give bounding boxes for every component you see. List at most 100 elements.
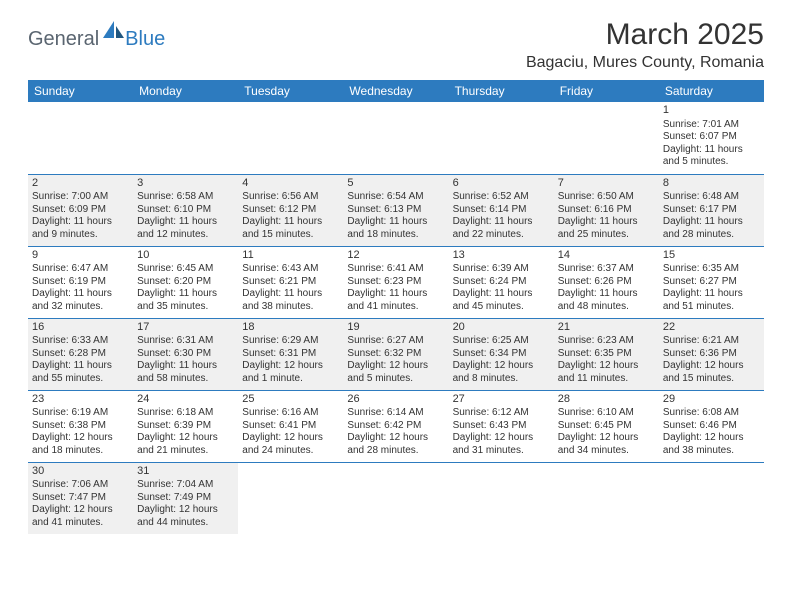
calendar-day-cell: 23Sunrise: 6:19 AMSunset: 6:38 PMDayligh… (28, 390, 133, 462)
calendar-day-cell: 11Sunrise: 6:43 AMSunset: 6:21 PMDayligh… (238, 246, 343, 318)
day-number: 12 (347, 249, 444, 263)
sunrise-line: Sunrise: 6:47 AM (32, 263, 129, 276)
sunrise-line: Sunrise: 7:06 AM (32, 479, 129, 492)
sunrise-line: Sunrise: 6:18 AM (137, 407, 234, 420)
calendar-day-cell: 28Sunrise: 6:10 AMSunset: 6:45 PMDayligh… (554, 390, 659, 462)
calendar-day-cell: 19Sunrise: 6:27 AMSunset: 6:32 PMDayligh… (343, 318, 448, 390)
calendar-day-cell: 9Sunrise: 6:47 AMSunset: 6:19 PMDaylight… (28, 246, 133, 318)
day-number: 11 (242, 249, 339, 263)
sunrise-line: Sunrise: 6:56 AM (242, 191, 339, 204)
day-number: 28 (558, 393, 655, 407)
calendar-day-cell (449, 102, 554, 174)
daylight-line: Daylight: 12 hours and 18 minutes. (32, 432, 129, 457)
title-block: March 2025 Bagaciu, Mures County, Romani… (526, 18, 764, 72)
sunrise-line: Sunrise: 6:43 AM (242, 263, 339, 276)
calendar-day-cell: 22Sunrise: 6:21 AMSunset: 6:36 PMDayligh… (659, 318, 764, 390)
sunrise-line: Sunrise: 6:52 AM (453, 191, 550, 204)
day-number: 27 (453, 393, 550, 407)
sunset-line: Sunset: 6:27 PM (663, 276, 760, 289)
sunset-line: Sunset: 7:49 PM (137, 492, 234, 505)
sunset-line: Sunset: 6:16 PM (558, 204, 655, 217)
weekday-header-row: Sunday Monday Tuesday Wednesday Thursday… (28, 80, 764, 102)
daylight-line: Daylight: 12 hours and 41 minutes. (32, 504, 129, 529)
sunrise-line: Sunrise: 7:04 AM (137, 479, 234, 492)
calendar-day-cell: 13Sunrise: 6:39 AMSunset: 6:24 PMDayligh… (449, 246, 554, 318)
calendar-day-cell: 21Sunrise: 6:23 AMSunset: 6:35 PMDayligh… (554, 318, 659, 390)
calendar-week-row: 16Sunrise: 6:33 AMSunset: 6:28 PMDayligh… (28, 318, 764, 390)
calendar-week-row: 30Sunrise: 7:06 AMSunset: 7:47 PMDayligh… (28, 462, 764, 534)
sunset-line: Sunset: 6:32 PM (347, 348, 444, 361)
daylight-line: Daylight: 12 hours and 38 minutes. (663, 432, 760, 457)
calendar-day-cell: 4Sunrise: 6:56 AMSunset: 6:12 PMDaylight… (238, 174, 343, 246)
header: General Blue March 2025 Bagaciu, Mures C… (28, 18, 764, 72)
sunset-line: Sunset: 6:21 PM (242, 276, 339, 289)
day-number: 17 (137, 321, 234, 335)
page-title: March 2025 (526, 18, 764, 52)
sunrise-line: Sunrise: 6:35 AM (663, 263, 760, 276)
calendar-day-cell (238, 462, 343, 534)
sunrise-line: Sunrise: 6:45 AM (137, 263, 234, 276)
day-number: 25 (242, 393, 339, 407)
day-number: 22 (663, 321, 760, 335)
day-number: 3 (137, 177, 234, 191)
calendar-day-cell: 14Sunrise: 6:37 AMSunset: 6:26 PMDayligh… (554, 246, 659, 318)
day-number: 30 (32, 465, 129, 479)
day-number: 2 (32, 177, 129, 191)
day-number: 23 (32, 393, 129, 407)
day-number: 18 (242, 321, 339, 335)
calendar-day-cell (659, 462, 764, 534)
sunrise-line: Sunrise: 6:25 AM (453, 335, 550, 348)
calendar-day-cell (238, 102, 343, 174)
sunset-line: Sunset: 6:24 PM (453, 276, 550, 289)
sunset-line: Sunset: 6:30 PM (137, 348, 234, 361)
sunrise-line: Sunrise: 6:08 AM (663, 407, 760, 420)
sunrise-line: Sunrise: 7:01 AM (663, 119, 760, 132)
sunrise-line: Sunrise: 6:14 AM (347, 407, 444, 420)
logo-text-blue: Blue (125, 28, 165, 51)
sunset-line: Sunset: 6:45 PM (558, 420, 655, 433)
sunrise-line: Sunrise: 6:27 AM (347, 335, 444, 348)
location-subtitle: Bagaciu, Mures County, Romania (526, 54, 764, 72)
sunrise-line: Sunrise: 6:21 AM (663, 335, 760, 348)
day-number: 26 (347, 393, 444, 407)
sunset-line: Sunset: 6:36 PM (663, 348, 760, 361)
sunset-line: Sunset: 6:35 PM (558, 348, 655, 361)
daylight-line: Daylight: 12 hours and 15 minutes. (663, 360, 760, 385)
day-number: 1 (663, 104, 760, 118)
sunset-line: Sunset: 6:23 PM (347, 276, 444, 289)
sunset-line: Sunset: 6:20 PM (137, 276, 234, 289)
sunrise-line: Sunrise: 6:12 AM (453, 407, 550, 420)
daylight-line: Daylight: 11 hours and 5 minutes. (663, 144, 760, 169)
sunrise-line: Sunrise: 6:10 AM (558, 407, 655, 420)
daylight-line: Daylight: 11 hours and 55 minutes. (32, 360, 129, 385)
daylight-line: Daylight: 11 hours and 22 minutes. (453, 216, 550, 241)
weekday-header: Thursday (449, 80, 554, 102)
sunrise-line: Sunrise: 6:48 AM (663, 191, 760, 204)
calendar-day-cell: 31Sunrise: 7:04 AMSunset: 7:49 PMDayligh… (133, 462, 238, 534)
logo-sail-icon (103, 21, 125, 44)
weekday-header: Tuesday (238, 80, 343, 102)
day-number: 5 (347, 177, 444, 191)
calendar-day-cell: 20Sunrise: 6:25 AMSunset: 6:34 PMDayligh… (449, 318, 554, 390)
daylight-line: Daylight: 12 hours and 28 minutes. (347, 432, 444, 457)
sunset-line: Sunset: 6:46 PM (663, 420, 760, 433)
sunset-line: Sunset: 6:07 PM (663, 131, 760, 144)
day-number: 15 (663, 249, 760, 263)
daylight-line: Daylight: 11 hours and 15 minutes. (242, 216, 339, 241)
sunrise-line: Sunrise: 6:31 AM (137, 335, 234, 348)
calendar-week-row: 9Sunrise: 6:47 AMSunset: 6:19 PMDaylight… (28, 246, 764, 318)
calendar-day-cell: 12Sunrise: 6:41 AMSunset: 6:23 PMDayligh… (343, 246, 448, 318)
calendar-day-cell: 27Sunrise: 6:12 AMSunset: 6:43 PMDayligh… (449, 390, 554, 462)
day-number: 9 (32, 249, 129, 263)
sunset-line: Sunset: 6:38 PM (32, 420, 129, 433)
daylight-line: Daylight: 11 hours and 35 minutes. (137, 288, 234, 313)
sunset-line: Sunset: 6:17 PM (663, 204, 760, 217)
sunrise-line: Sunrise: 6:19 AM (32, 407, 129, 420)
weekday-header: Saturday (659, 80, 764, 102)
calendar-day-cell: 6Sunrise: 6:52 AMSunset: 6:14 PMDaylight… (449, 174, 554, 246)
calendar-table: Sunday Monday Tuesday Wednesday Thursday… (28, 80, 764, 534)
sunrise-line: Sunrise: 6:37 AM (558, 263, 655, 276)
day-number: 10 (137, 249, 234, 263)
calendar-day-cell: 3Sunrise: 6:58 AMSunset: 6:10 PMDaylight… (133, 174, 238, 246)
calendar-day-cell: 8Sunrise: 6:48 AMSunset: 6:17 PMDaylight… (659, 174, 764, 246)
